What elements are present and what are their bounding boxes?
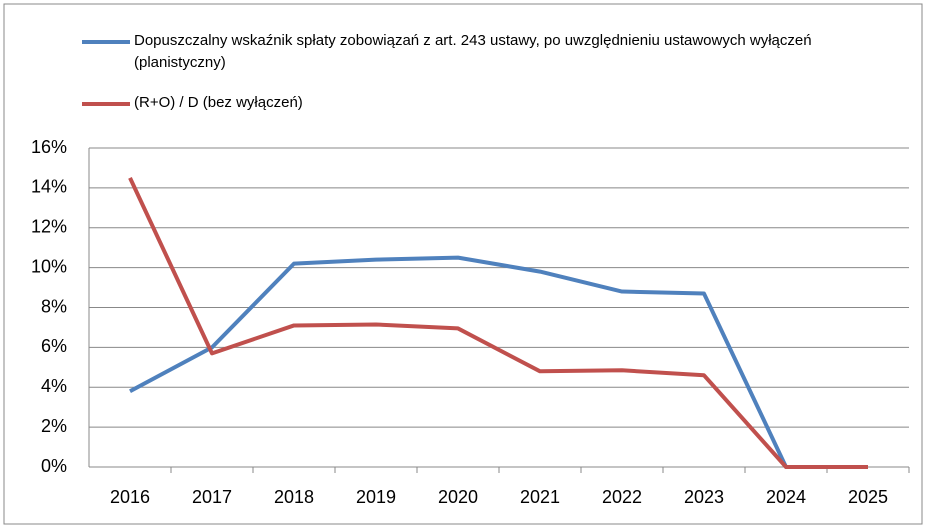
x-tick-label: 2020 xyxy=(438,487,478,507)
x-tick-label: 2017 xyxy=(192,487,232,507)
x-tick-label: 2022 xyxy=(602,487,642,507)
x-tick-label: 2024 xyxy=(766,487,806,507)
y-tick-label: 12% xyxy=(31,217,67,237)
y-tick-label: 2% xyxy=(41,416,67,436)
y-tick-label: 6% xyxy=(41,336,67,356)
chart-border xyxy=(3,3,923,525)
y-tick-label: 0% xyxy=(41,456,67,476)
legend-swatch xyxy=(82,102,130,106)
y-tick-label: 4% xyxy=(41,376,67,396)
x-tick-label: 2016 xyxy=(110,487,150,507)
x-tick-label: 2021 xyxy=(520,487,560,507)
legend-label: Dopuszczalny wskaźnik spłaty zobowiązań … xyxy=(134,32,812,71)
x-tick-label: 2025 xyxy=(848,487,888,507)
x-tick-label: 2019 xyxy=(356,487,396,507)
y-tick-label: 16% xyxy=(31,137,67,157)
x-tick-label: 2018 xyxy=(274,487,314,507)
series-line xyxy=(128,177,868,469)
x-tick-label: 2023 xyxy=(684,487,724,507)
y-tick-label: 8% xyxy=(41,296,67,316)
y-tick-label: 14% xyxy=(31,177,67,197)
series-line xyxy=(129,255,868,469)
legend-swatch xyxy=(82,40,130,44)
y-tick-label: 10% xyxy=(31,256,67,276)
legend-label: (R+O) / D (bez wyłączeń) xyxy=(134,94,303,111)
